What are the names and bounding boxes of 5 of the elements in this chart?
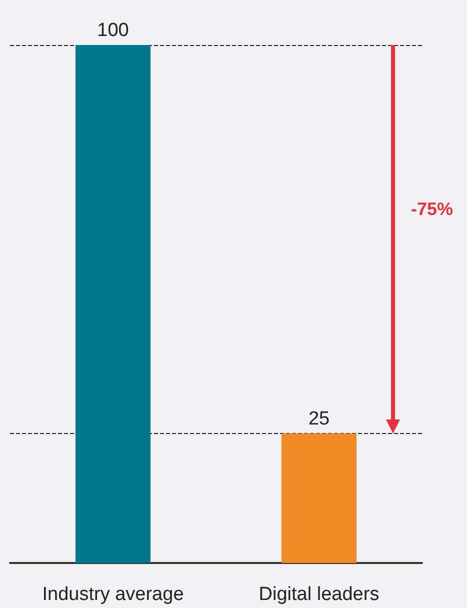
annotation: -75%: [411, 199, 454, 220]
x-tick-label: Digital leaders: [258, 584, 380, 605]
data-label: 100: [97, 20, 129, 41]
data-label: 25: [308, 408, 330, 430]
x-tick-label: Industry average: [42, 584, 184, 605]
